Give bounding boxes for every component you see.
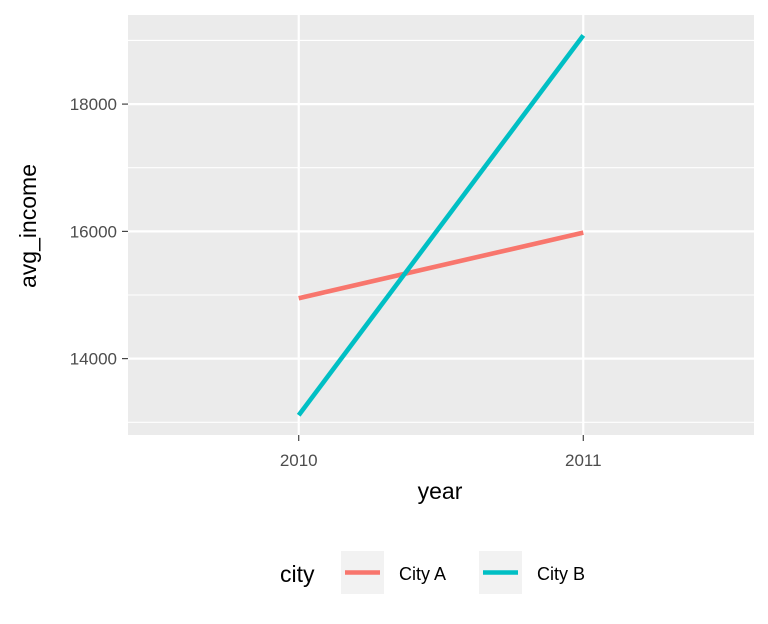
- x-axis-title: year: [418, 478, 463, 504]
- major-gridlines: [128, 15, 754, 435]
- minor-gridlines: [128, 39, 754, 423]
- series-lines: [296, 34, 586, 417]
- legend-label: City A: [399, 564, 446, 584]
- legend-item: City A: [341, 551, 446, 594]
- y-tick-label: 14000: [70, 350, 117, 369]
- y-tick-label: 16000: [70, 222, 117, 241]
- y-axis: 14000 16000 18000: [70, 95, 128, 369]
- x-tick-label: 2010: [280, 451, 318, 470]
- legend-label: City B: [537, 564, 585, 584]
- legend: city City A City B: [280, 551, 585, 594]
- x-tick-label: 2011: [565, 451, 602, 470]
- legend-title: city: [280, 561, 315, 587]
- series-line-city-a: [298, 230, 584, 301]
- legend-item: City B: [479, 551, 585, 594]
- y-tick-label: 18000: [70, 95, 117, 114]
- series-line-city-b: [296, 34, 586, 417]
- x-axis: 2010 2011: [280, 435, 602, 470]
- y-axis-title: avg_income: [15, 164, 41, 288]
